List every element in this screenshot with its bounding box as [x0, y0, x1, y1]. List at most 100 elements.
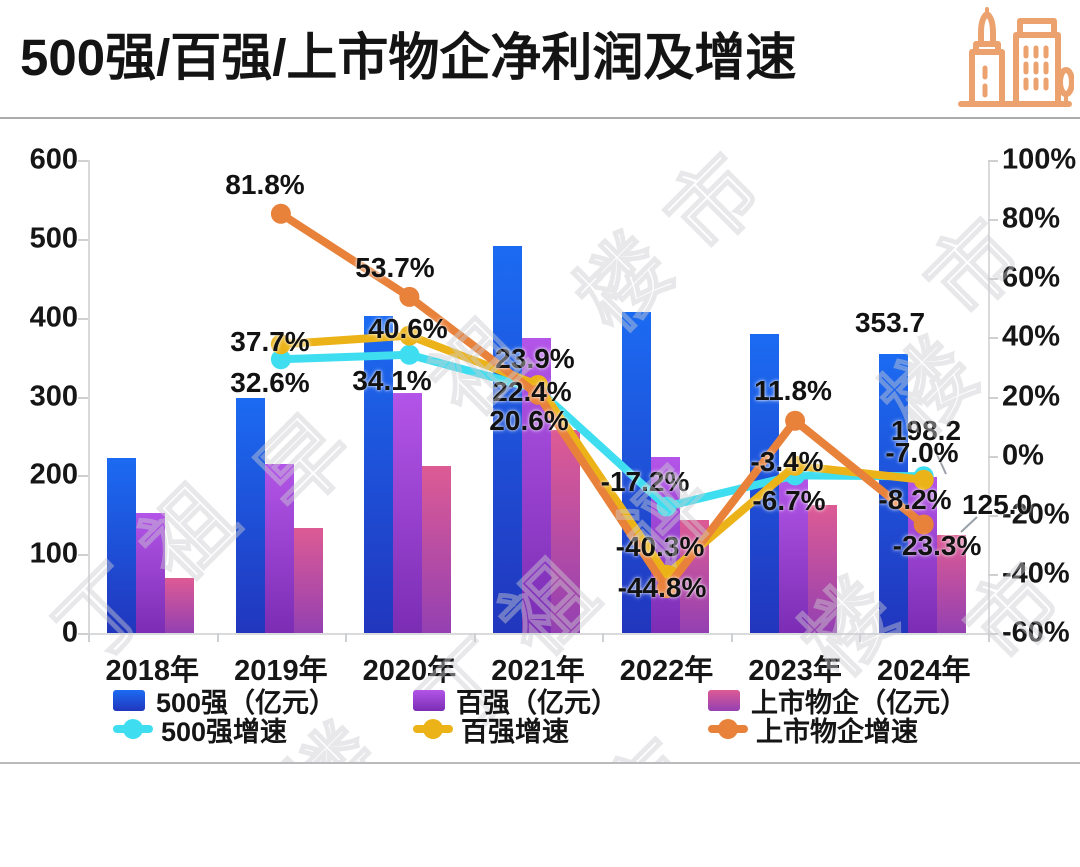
data-label: -3.4%	[750, 446, 824, 477]
x-axis-label: 2022年	[619, 655, 714, 687]
legend-dot-icon	[423, 719, 443, 739]
data-label: -23.3%	[892, 530, 982, 561]
x-axis-tick	[602, 633, 605, 642]
data-label: -17.2%	[600, 466, 690, 497]
left-axis-label: 200	[29, 458, 78, 491]
point-上市物企增速	[785, 410, 806, 431]
right-axis-label: -20%	[1002, 498, 1070, 531]
footer-divider	[0, 762, 1080, 764]
right-axis-tick	[988, 219, 998, 222]
bar-上市物企（亿元）-2020年	[422, 465, 452, 633]
point-上市物企增速	[913, 514, 934, 535]
x-axis-label: 2020年	[362, 655, 457, 687]
right-axis-label: -60%	[1002, 616, 1070, 649]
point-500强增速	[399, 344, 420, 365]
x-axis-tick	[345, 633, 348, 642]
left-axis-label: 0	[61, 616, 78, 649]
data-label: 125.0	[961, 489, 1033, 520]
bar-上市物企（亿元）-2023年	[808, 505, 838, 633]
bar-百强（亿元）-2020年	[393, 393, 423, 633]
point-百强增速	[399, 325, 420, 346]
combo-chart: 600 500 400 300 200 100 0 100% 80% 60% 40% 20% 0% -20…	[0, 130, 1080, 690]
data-label: 22.4%	[492, 376, 572, 407]
right-axis-tick	[988, 573, 998, 576]
data-label: 23.9%	[495, 343, 575, 374]
x-axis-tick	[473, 633, 476, 642]
data-label: -8.2%	[878, 484, 952, 515]
left-axis-label: 500	[29, 222, 78, 255]
x-axis-tick	[988, 633, 990, 642]
page-title: 500强/百强/上市物企净利润及增速	[20, 29, 797, 86]
left-axis-tick	[78, 396, 88, 399]
right-axis-tick	[988, 337, 998, 340]
right-axis-label: 40%	[1002, 320, 1061, 353]
right-axis-tick	[988, 160, 998, 162]
left-axis-label: 400	[29, 301, 78, 334]
data-label: 40.6%	[368, 313, 448, 344]
legend-item-500强（亿元）: 500强（亿元）	[113, 685, 336, 718]
right-axis-tick	[988, 455, 998, 458]
bar-500强（亿元）-2020年	[364, 316, 394, 633]
legend-item-百强（亿元）: 百强（亿元）	[413, 685, 618, 718]
point-百强增速	[270, 334, 291, 355]
point-上市物企增速	[270, 203, 291, 224]
data-label: -7.0%	[885, 437, 959, 468]
right-axis-label: 60%	[1002, 261, 1061, 294]
bar-上市物企（亿元）-2024年	[936, 534, 966, 633]
x-axis-tick	[88, 633, 90, 642]
data-label: 20.6%	[489, 405, 569, 436]
x-axis-label: 2018年	[105, 655, 200, 687]
right-axis-tick	[988, 396, 998, 399]
bar-500强（亿元）-2018年	[107, 458, 137, 633]
right-axis-label: 0%	[1002, 439, 1044, 472]
data-label: -6.7%	[752, 485, 826, 516]
data-label: 32.6%	[230, 367, 310, 398]
axis-left-line	[88, 160, 90, 633]
left-axis-label: 300	[29, 380, 78, 412]
callout-leader-line	[960, 516, 978, 533]
x-axis-label: 2019年	[234, 655, 328, 687]
legend-dot-icon	[718, 719, 738, 739]
right-axis-label: -40%	[1002, 557, 1070, 590]
header-divider	[0, 117, 1080, 119]
bar-百强（亿元）-2019年	[264, 463, 294, 633]
growth-lines	[270, 203, 978, 599]
buildings-icon	[956, 6, 1075, 110]
bar-500强（亿元）-2019年	[235, 398, 265, 633]
point-上市物企增速	[528, 384, 548, 405]
data-label: 53.7%	[355, 252, 435, 283]
x-axis-label: 2023年	[748, 655, 842, 687]
legend-dot-icon	[123, 719, 143, 739]
point-百强增速	[785, 455, 806, 476]
left-axis-tick	[78, 238, 88, 241]
legend-label: 上市物企增速	[756, 716, 918, 747]
legend-label: 500强增速	[161, 716, 288, 747]
data-label: -40.3%	[615, 531, 705, 562]
point-上市物企增速	[656, 578, 677, 599]
point-500强增速	[270, 349, 291, 370]
bar-上市物企（亿元）-2021年	[551, 429, 580, 633]
right-axis-label: 100%	[1002, 143, 1077, 176]
chart-legend: 500强（亿元） 百强（亿元） 上市物企（亿元） 500强增速 百强增速 上市物企增速	[0, 680, 1080, 747]
legend-label: 500强（亿元）	[156, 687, 337, 718]
bar-百强（亿元）-2024年	[907, 476, 937, 633]
right-axis-tick	[988, 514, 998, 517]
point-500强增速	[656, 496, 677, 517]
data-label: 198.2	[890, 415, 962, 446]
right-axis-tick	[988, 633, 998, 635]
legend-item-百强增速: 百强增速	[413, 714, 569, 747]
legend-swatch-icon	[413, 689, 445, 711]
left-axis-label: 600	[29, 143, 78, 176]
x-axis-label: 2021年	[491, 655, 585, 687]
right-axis-label: 80%	[1002, 202, 1061, 235]
data-label: 353.7	[854, 307, 926, 338]
left-axis-tick	[78, 475, 88, 478]
legend-item-上市物企增速: 上市物企增速	[708, 714, 918, 747]
legend-line-marker-icon	[113, 719, 153, 739]
data-label: 34.1%	[352, 365, 432, 396]
point-百强增速	[913, 469, 934, 490]
left-axis-label: 100	[29, 537, 78, 570]
right-axis-tick	[988, 278, 998, 281]
x-axis-label: 2024年	[876, 655, 971, 687]
